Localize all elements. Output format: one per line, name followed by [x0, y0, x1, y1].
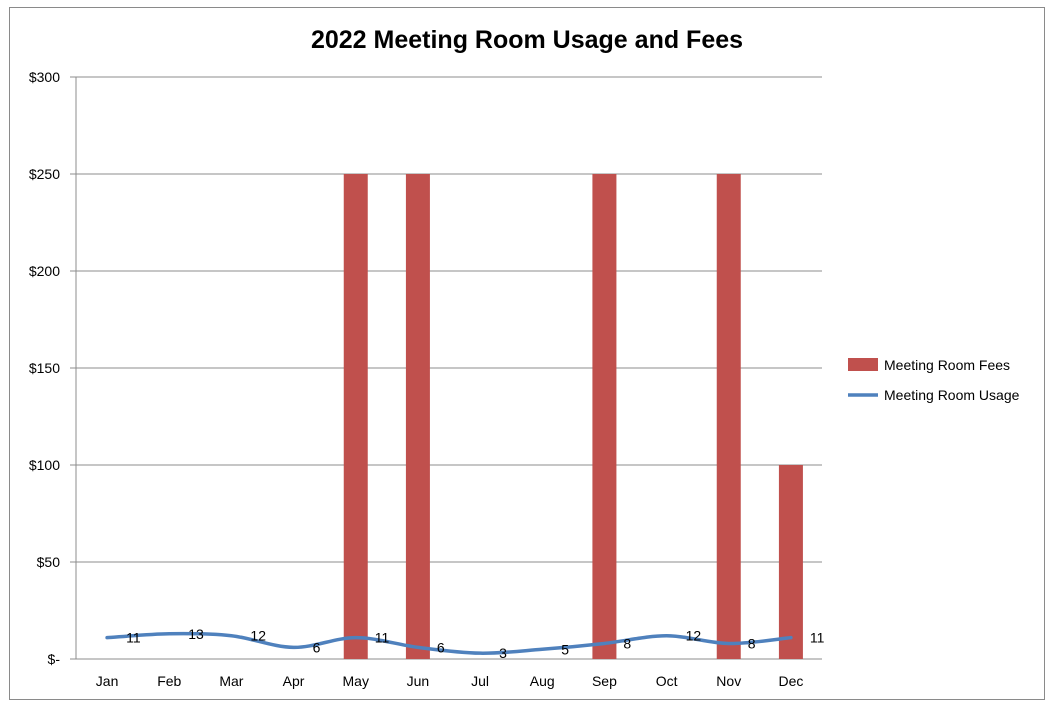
legend: Meeting Room Fees Meeting Room Usage	[848, 357, 1020, 403]
x-tick-label: Aug	[530, 673, 555, 689]
gridlines	[70, 76, 822, 660]
bar	[716, 174, 741, 659]
data-label: 6	[437, 639, 445, 655]
x-tick-label: Mar	[219, 673, 243, 689]
bar	[405, 174, 430, 659]
bar	[778, 465, 803, 659]
data-label: 12	[686, 628, 702, 644]
x-tick-label: May	[343, 673, 369, 689]
x-tick-label: Dec	[778, 673, 803, 689]
data-label: 8	[748, 635, 756, 651]
x-tick-label: Sep	[592, 673, 617, 689]
y-axis: $- $50 $100 $150 $200 $250 $300	[29, 69, 77, 667]
data-label: 6	[313, 639, 321, 655]
y-tick-label: $150	[29, 360, 60, 376]
data-label: 3	[499, 645, 507, 661]
data-label: 8	[623, 635, 631, 651]
data-label: 11	[126, 630, 141, 646]
x-axis: Jan Feb Mar Apr May Jun Jul Aug Sep Oct Nov Dec	[96, 673, 804, 689]
y-tick-label: $-	[48, 651, 61, 667]
x-tick-label: Oct	[656, 673, 678, 689]
y-tick-label: $100	[29, 457, 60, 473]
bar	[343, 174, 368, 659]
bar-series	[343, 174, 803, 659]
x-tick-label: Jul	[471, 673, 489, 689]
line-series	[105, 631, 793, 655]
data-label: 5	[561, 641, 569, 657]
x-tick-label: Nov	[716, 673, 741, 689]
chart-title: 2022 Meeting Room Usage and Fees	[311, 26, 743, 54]
x-tick-label: Apr	[283, 673, 305, 689]
data-label: 11	[810, 630, 825, 646]
legend-label-fees: Meeting Room Fees	[884, 357, 1010, 373]
x-tick-label: Jun	[407, 673, 430, 689]
legend-label-usage: Meeting Room Usage	[884, 387, 1020, 403]
usage-line	[105, 631, 793, 655]
chart-frame	[9, 7, 1045, 700]
legend-swatch-fees	[848, 358, 878, 371]
y-tick-label: $200	[29, 263, 60, 279]
y-tick-label: $50	[37, 554, 61, 570]
bar	[592, 174, 617, 659]
y-tick-label: $250	[29, 166, 60, 182]
data-label: 13	[188, 626, 204, 642]
data-label: 11	[375, 630, 390, 646]
x-tick-label: Jan	[96, 673, 119, 689]
x-tick-label: Feb	[157, 673, 181, 689]
data-label: 12	[250, 628, 266, 644]
data-labels: 11 13 12 6 11 6 3 5 8 12 8 11	[126, 626, 825, 661]
y-tick-label: $300	[29, 69, 60, 85]
